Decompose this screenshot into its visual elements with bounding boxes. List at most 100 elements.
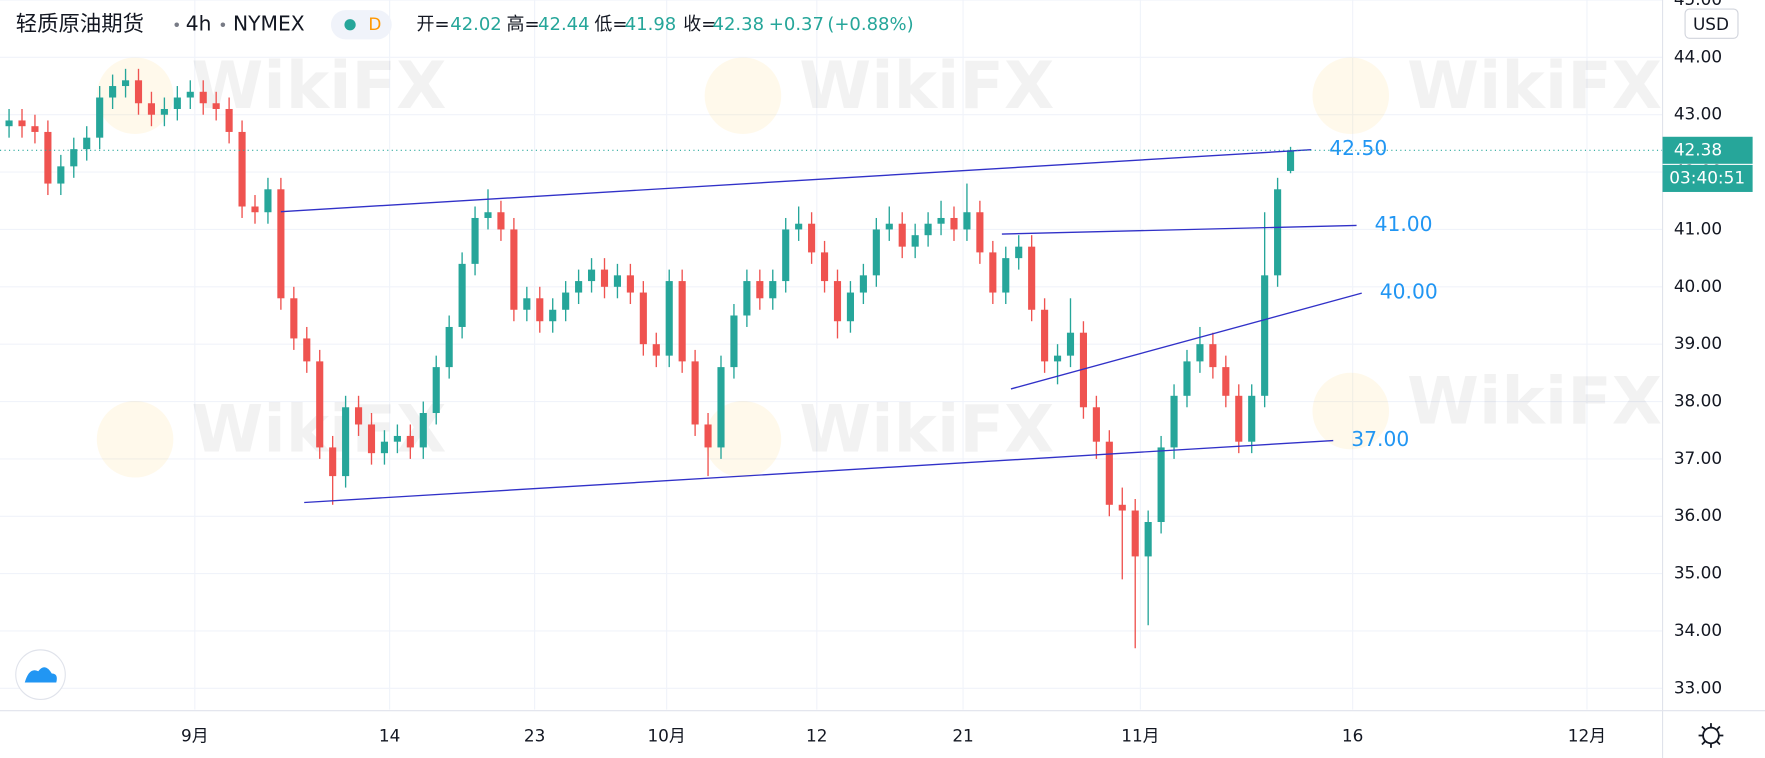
candle-body — [795, 223, 803, 230]
x-tick-label: 23 — [524, 726, 545, 746]
candle-body — [5, 120, 13, 127]
watermark: WikiFX — [191, 48, 446, 124]
candle-body — [96, 97, 104, 138]
currency: USD — [1693, 14, 1729, 34]
candle-body — [691, 361, 699, 425]
candle-body — [264, 189, 272, 213]
candle-body — [458, 263, 466, 327]
candle-body — [238, 131, 246, 207]
exchange: NYMEX — [233, 11, 305, 35]
candle-body — [277, 189, 285, 299]
candle-body — [1053, 355, 1062, 362]
trend-line — [1001, 224, 1357, 235]
candle-body — [122, 80, 130, 87]
watermark-logo — [96, 400, 174, 478]
candle-body — [536, 298, 544, 322]
candle-body — [1131, 510, 1139, 557]
grid — [0, 0, 1663, 710]
settings-icon[interactable] — [1698, 723, 1724, 748]
candle-body — [1235, 395, 1243, 442]
high-label: 高= — [507, 14, 540, 35]
candle-body — [1079, 332, 1087, 408]
candle-body — [562, 292, 570, 310]
x-tick-label: 12月 — [1568, 726, 1606, 746]
candle-body — [911, 235, 919, 247]
candle-body — [924, 223, 932, 236]
candle-body — [782, 229, 790, 282]
candle-body — [665, 281, 673, 356]
separator — [174, 22, 179, 28]
candle-body — [1261, 275, 1269, 396]
trend-line — [1010, 292, 1362, 390]
y-tick-label: 37.00 — [1674, 448, 1722, 468]
interval: 4h — [186, 11, 212, 35]
x-tick-label: 10月 — [647, 726, 685, 746]
candle-body — [626, 275, 634, 293]
x-tick-label: 12 — [806, 726, 827, 746]
candle-body — [587, 269, 596, 282]
watermark: WikiFX — [799, 392, 1054, 468]
y-tick-label: 45.00 — [1674, 0, 1722, 9]
trend-line-label: 41.00 — [1375, 212, 1433, 236]
candle-body — [1015, 246, 1023, 259]
status-badge: D — [368, 14, 381, 34]
candle-body — [31, 126, 39, 132]
y-tick-label: 36.00 — [1674, 505, 1722, 525]
candle-body — [367, 424, 376, 454]
watermark: WikiFX — [799, 48, 1054, 124]
candle-body — [613, 275, 622, 287]
candle-body — [83, 137, 91, 150]
candle-body — [393, 435, 401, 442]
candle-body — [872, 229, 880, 276]
trend-line-label: 40.00 — [1380, 280, 1438, 304]
watermark-logo — [1312, 372, 1390, 450]
countdown-tag — [1662, 164, 1753, 192]
candle-body — [820, 252, 829, 282]
logo[interactable] — [15, 649, 66, 700]
countdown: 03:40:51 — [1669, 167, 1745, 187]
candle-body — [380, 441, 389, 454]
currency-box[interactable] — [1684, 8, 1739, 39]
candle-body — [600, 269, 609, 287]
y-tick-label: 41.00 — [1674, 218, 1722, 238]
candle-body — [445, 326, 453, 368]
low-value: 41.98 — [625, 14, 677, 35]
candle-body — [251, 206, 259, 213]
change: +0.37 — [769, 14, 824, 35]
candle-body — [717, 367, 725, 448]
candle-body — [989, 252, 997, 293]
y-tick-label: 40.00 — [1674, 276, 1722, 296]
candle-body — [1248, 395, 1256, 442]
y-tick-label: 38.00 — [1674, 391, 1722, 411]
candle-body — [549, 309, 557, 322]
candle-body — [523, 298, 531, 310]
candle-body — [639, 292, 647, 345]
candle-body — [1286, 150, 1295, 171]
trend-line-label: 37.00 — [1351, 427, 1409, 451]
candle-body — [109, 86, 117, 98]
candle-body — [57, 166, 65, 184]
candle-body — [329, 447, 337, 477]
candle-body — [743, 281, 751, 316]
candle-body — [199, 91, 207, 104]
watermark-logo — [704, 57, 782, 135]
x-tick-label: 21 — [952, 726, 973, 746]
y-tick-label: 43.00 — [1674, 104, 1722, 124]
candle-body — [575, 281, 583, 293]
gear-teeth — [1698, 723, 1724, 748]
status-pill[interactable] — [330, 10, 392, 40]
y-tick-label: 39.00 — [1674, 333, 1722, 353]
candle-body — [160, 108, 168, 115]
candle-body — [471, 217, 479, 264]
watermark: WikiFX — [1407, 48, 1662, 124]
candle-body — [1196, 344, 1204, 362]
change-pct: (+0.88%) — [827, 14, 913, 35]
candle-body — [1118, 504, 1126, 511]
y-tick-label: 35.00 — [1674, 563, 1722, 583]
candle-body — [652, 344, 660, 356]
candle-body — [186, 91, 194, 98]
candle-body — [419, 413, 427, 448]
candles — [5, 68, 1295, 649]
logo-cloud — [24, 667, 57, 683]
